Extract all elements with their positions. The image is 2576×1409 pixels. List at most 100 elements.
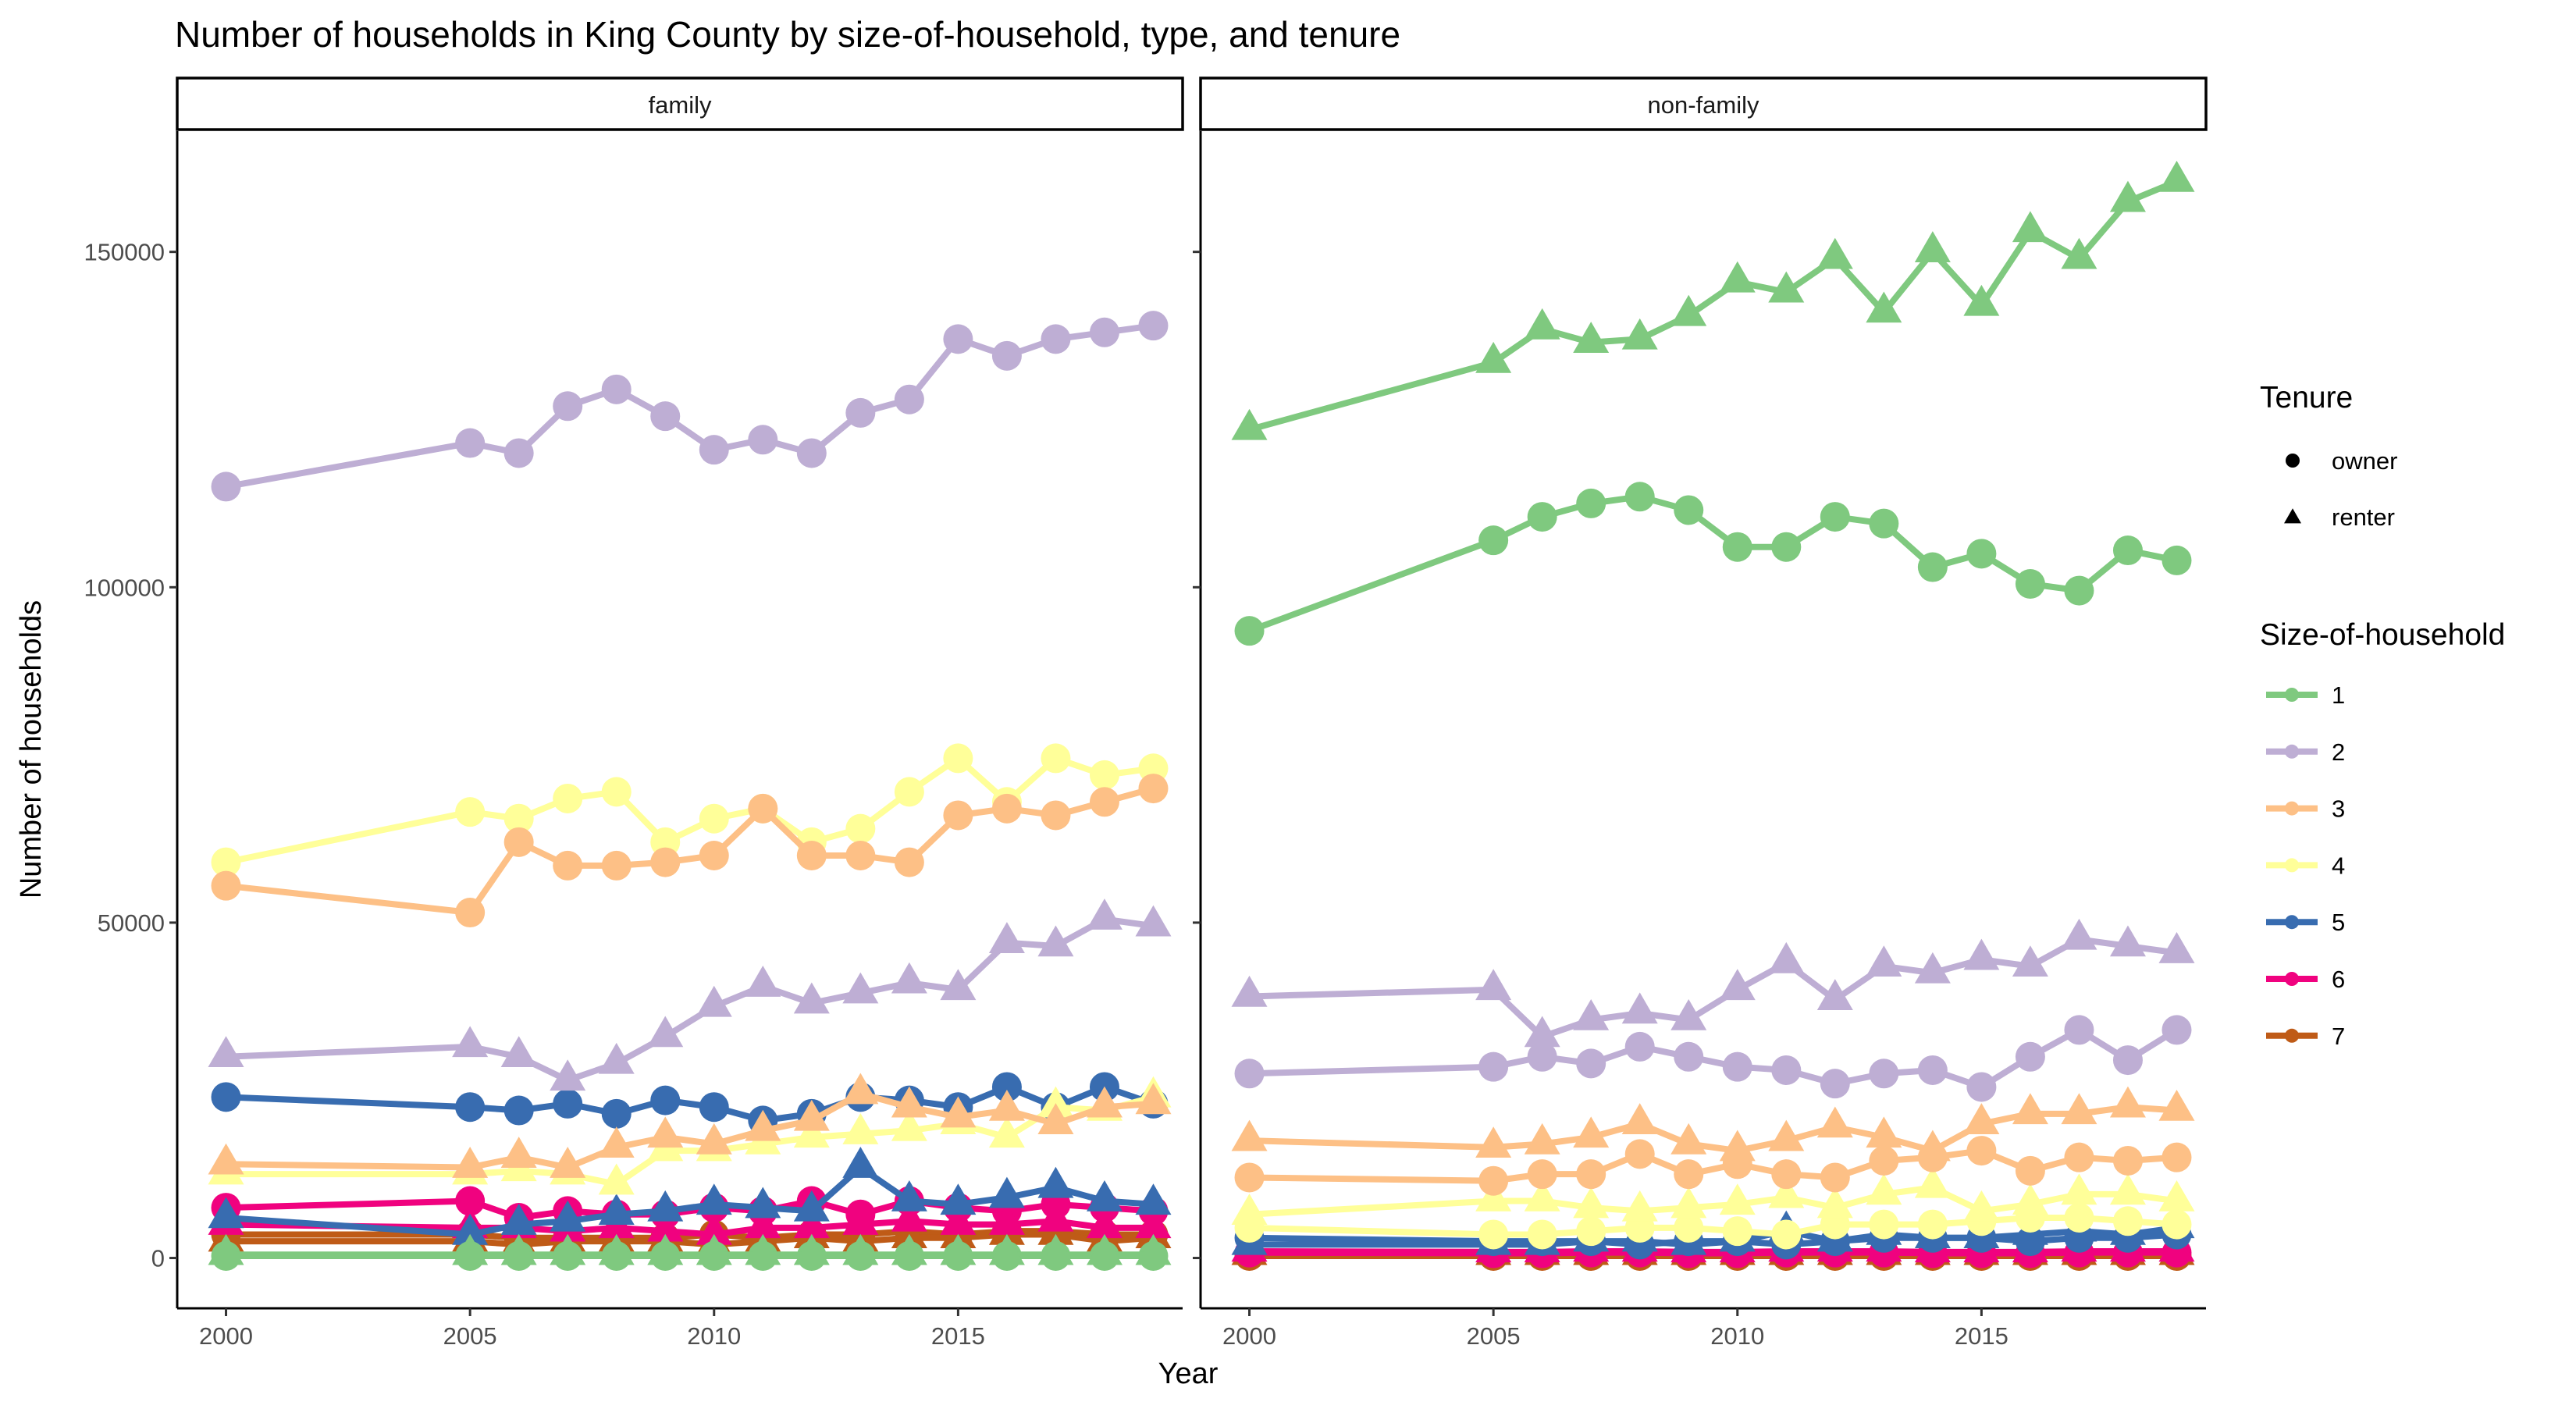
data-point-renter: [2061, 237, 2097, 269]
data-point-renter: [500, 1036, 537, 1068]
data-point-owner: [455, 898, 486, 928]
x-axis-label: Year: [1158, 1357, 1219, 1390]
data-point-renter: [500, 1233, 537, 1265]
data-point-owner: [1527, 1159, 1557, 1190]
series-line: [222, 1091, 1157, 1171]
legend-key-point: [2285, 688, 2299, 702]
data-point-owner: [845, 813, 876, 844]
data-point-owner: [1771, 1219, 1802, 1250]
legend-label-renter: renter: [2332, 503, 2395, 531]
data-point-renter: [1719, 1130, 1756, 1162]
series-line: [222, 1231, 1157, 1248]
series-family-size2-owner: [211, 311, 1169, 502]
legend-label-size-1: 1: [2332, 681, 2345, 709]
series-line: [222, 1228, 1157, 1241]
data-point-owner: [1966, 539, 1997, 569]
data-point-renter: [208, 1197, 244, 1229]
legend-label-size-7: 7: [2332, 1023, 2345, 1050]
series-line: [222, 1218, 1157, 1238]
x-tick-label: 2010: [687, 1322, 741, 1350]
data-point-renter: [1037, 1086, 1074, 1118]
data-point-owner: [1527, 1041, 1557, 1072]
data-point-owner: [1917, 1055, 1948, 1085]
data-point-renter: [2109, 1086, 2146, 1118]
y-tick-label: 100000: [84, 574, 165, 601]
data-point-renter: [1037, 1200, 1074, 1232]
data-point-renter: [598, 1042, 635, 1074]
series-line: [222, 755, 1157, 866]
x-tick-label: 2005: [443, 1322, 497, 1350]
data-point-owner: [991, 793, 1022, 824]
data-point-owner: [2112, 1045, 2143, 1076]
data-point-owner: [211, 847, 241, 877]
data-point-owner: [748, 793, 778, 824]
x-tick-label: 2010: [1710, 1322, 1764, 1350]
data-point-renter: [2061, 1093, 2097, 1125]
data-point-owner: [1478, 525, 1509, 556]
series-line: [1246, 1184, 2180, 1218]
data-point-owner: [601, 777, 632, 807]
data-point-owner: [2064, 1015, 2094, 1045]
data-point-owner: [1234, 616, 1265, 646]
data-point-renter: [2109, 1173, 2146, 1205]
data-point-owner: [455, 797, 486, 827]
data-point-owner: [2015, 569, 2045, 599]
legend-title-tenure: Tenure: [2260, 381, 2353, 415]
data-point-owner: [1869, 1145, 1899, 1176]
data-point-renter: [1086, 1180, 1123, 1212]
data-point-renter: [2012, 945, 2048, 977]
data-point-owner: [1624, 1031, 1655, 1062]
series-family-size3-owner: [211, 774, 1169, 928]
data-point-owner: [1966, 1072, 1997, 1102]
data-point-renter: [1963, 1190, 2000, 1222]
data-point-renter: [2109, 180, 2146, 212]
series-family-size1-renter: [208, 1233, 1172, 1265]
data-point-renter: [1914, 1166, 1951, 1198]
data-point-owner: [1624, 482, 1655, 512]
data-point-owner: [894, 847, 924, 877]
data-point-owner: [1478, 1165, 1509, 1196]
data-point-renter: [2012, 1183, 2048, 1215]
data-point-renter: [647, 1210, 684, 1242]
data-point-renter: [793, 1116, 830, 1148]
data-point-renter: [842, 1146, 879, 1178]
series-line: [222, 1197, 1157, 1221]
data-point-owner: [1234, 1059, 1265, 1089]
data-point-renter: [988, 1116, 1025, 1148]
data-point-renter: [598, 1194, 635, 1225]
data-point-renter: [1866, 945, 1902, 977]
data-point-owner: [991, 340, 1022, 371]
data-point-renter: [1573, 998, 1610, 1030]
series-non-family-size2-renter: [1231, 918, 2195, 1048]
series-line: [1246, 493, 2180, 635]
series-line: [222, 785, 1157, 916]
data-point-renter: [2012, 1093, 2048, 1125]
data-point-renter: [1621, 992, 1658, 1024]
data-point-renter: [1037, 1166, 1074, 1198]
data-point-renter: [988, 1233, 1025, 1265]
data-point-renter: [1816, 237, 1853, 269]
data-point-owner: [1771, 1055, 1802, 1085]
data-point-renter: [891, 1217, 927, 1249]
data-point-owner: [2112, 1206, 2143, 1236]
data-point-owner: [748, 425, 778, 455]
data-point-renter: [940, 1204, 977, 1235]
series-line: [1246, 1247, 2180, 1255]
panels: family 0 50000 100000 150000 2000 2005 2010 2015…: [84, 76, 2208, 1350]
legend-label-owner: owner: [2332, 447, 2397, 475]
data-point-owner: [1674, 495, 1704, 525]
legend-label-size-6: 6: [2332, 966, 2345, 993]
data-point-renter: [1524, 1123, 1560, 1155]
data-point-owner: [650, 1085, 681, 1115]
data-point-renter: [988, 1089, 1025, 1121]
data-point-owner: [2015, 1041, 2045, 1072]
legend-key-renter: [2284, 508, 2301, 524]
data-point-renter: [1621, 318, 1658, 350]
data-point-renter: [988, 1204, 1025, 1235]
data-point-renter: [647, 1016, 684, 1048]
data-point-renter: [1037, 1233, 1074, 1265]
data-point-owner: [1138, 774, 1169, 804]
data-point-renter: [1621, 1190, 1658, 1222]
data-point-renter: [842, 1233, 879, 1265]
data-point-renter: [1719, 261, 1756, 293]
